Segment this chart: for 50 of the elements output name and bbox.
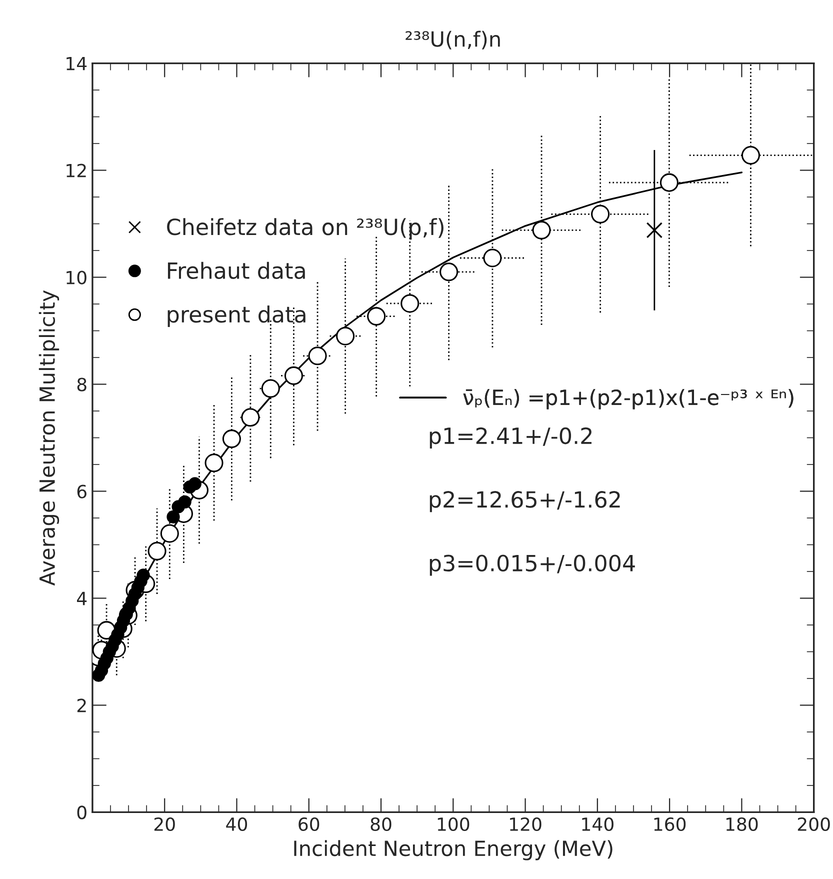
point <box>166 510 180 524</box>
x-tick-label: 200 <box>798 817 830 832</box>
legend-label: Cheifetz data on ²³⁸U(p,f) <box>167 218 444 240</box>
y-tick-label: 10 <box>66 270 86 284</box>
point <box>646 222 663 238</box>
annotation: p3=0.015+/-0.004 <box>430 554 635 576</box>
point <box>400 294 420 313</box>
point <box>308 346 327 366</box>
legend-label: present data <box>168 306 306 328</box>
point <box>483 248 502 268</box>
point <box>136 568 150 582</box>
x-tick-label: 100 <box>438 817 470 832</box>
point <box>591 204 610 224</box>
point <box>336 326 355 346</box>
point <box>532 220 551 240</box>
x-tick-label: 60 <box>298 817 320 832</box>
y-tick-label: 12 <box>66 164 86 178</box>
point <box>261 379 280 398</box>
y-tick-label: 8 <box>77 378 86 392</box>
y-tick-label: 6 <box>77 484 86 498</box>
point <box>148 542 166 560</box>
point <box>97 621 116 640</box>
x-tick-label: 120 <box>510 817 542 832</box>
x-tick-label: 20 <box>154 817 175 832</box>
x-tick-label: 80 <box>370 817 392 832</box>
point <box>284 366 303 385</box>
point <box>204 454 224 472</box>
chart-title: ²³⁸U(n,f)n <box>406 30 500 50</box>
point <box>222 430 241 448</box>
y-tick-label: 14 <box>66 56 87 70</box>
y-tick-label: 2 <box>77 698 86 712</box>
point <box>367 307 386 326</box>
point <box>160 524 179 543</box>
y-tick-label: 0 <box>77 806 86 820</box>
point <box>178 495 192 509</box>
annotation: p2=12.65+/-1.62 <box>430 491 620 512</box>
x-axis-title: Incident Neutron Energy (MeV) <box>294 840 612 860</box>
legend-label: Frehaut data <box>168 262 305 280</box>
point <box>741 146 760 165</box>
legend-label: ν̄ₚ(Eₙ) =p1+(p2-p1)x(1-e⁻ᵖ³ ˣ ᴱⁿ) <box>463 389 794 410</box>
annotation: p1=2.41+/-0.2 <box>430 427 592 448</box>
x-tick-label: 140 <box>582 817 614 832</box>
x-tick-label: 180 <box>726 817 758 832</box>
x-tick-label: 40 <box>226 817 248 832</box>
y-axis-title: Average Neutron Multiplicity <box>38 290 60 586</box>
point <box>241 408 260 427</box>
y-tick-label: 4 <box>76 592 87 606</box>
point <box>660 173 678 192</box>
point <box>440 262 458 282</box>
x-tick-label: 160 <box>654 817 686 832</box>
